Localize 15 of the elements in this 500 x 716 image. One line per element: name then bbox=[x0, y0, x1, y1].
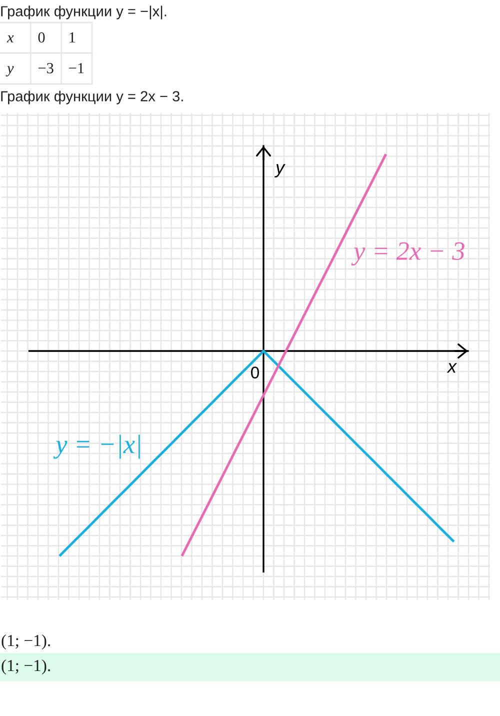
chart-title: График функции y = −|x|. bbox=[1, 6, 166, 20]
text: График функции y = 2x − 3. bbox=[1, 90, 183, 104]
text: −1 bbox=[69, 63, 84, 74]
text: (1; −1). bbox=[2, 659, 50, 675]
text: y bbox=[6, 66, 14, 76]
text: 1 bbox=[70, 32, 76, 42]
annotation: 0 bbox=[251, 366, 259, 378]
x-axis-title: x bbox=[446, 363, 458, 373]
text: 0 bbox=[38, 32, 45, 43]
y-axis-title: y bbox=[274, 164, 286, 178]
text: −3 bbox=[38, 63, 54, 74]
text: x bbox=[6, 35, 14, 42]
text: (1; −1). bbox=[2, 634, 50, 650]
series-label: y = −|x| bbox=[53, 434, 140, 459]
series-label: y = 2x − 3 bbox=[351, 242, 464, 266]
